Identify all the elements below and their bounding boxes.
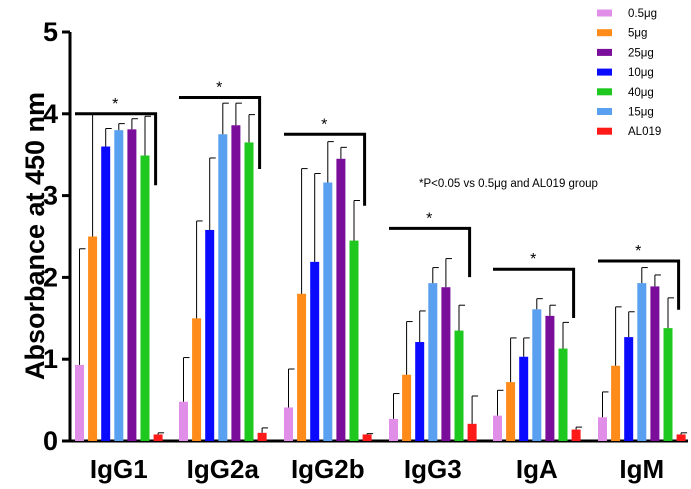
bar [558,348,568,441]
bar [650,286,660,441]
bar [454,330,464,441]
x-tick-label: IgG1 [90,454,148,484]
x-tick-label: IgG3 [404,454,462,484]
significance-star: * [216,79,222,96]
bar [389,418,398,441]
legend-swatch [597,9,612,17]
bar [611,365,621,441]
axes [68,32,688,443]
legend: 0.5μg 5μg 25μg 10μg 40μg 15μg AL019 [597,8,661,138]
significance-bracket [493,267,576,318]
legend-label: 10μg [628,67,654,79]
bar [153,434,163,441]
significance-star: * [321,116,327,133]
significance-note: *P<0.05 vs 0.5μg and AL019 group [419,178,598,190]
bar [140,155,150,441]
y-axis-label: Absorbance at 450 nm [20,92,50,380]
legend-swatch [597,108,612,115]
bar [192,318,202,441]
bar [205,229,215,441]
legend-label: AL019 [628,126,661,138]
legend-swatch [597,88,612,96]
x-tick-label: IgA [516,454,558,484]
bar [624,337,634,441]
bar [75,364,84,441]
x-tick-label: IgM [619,454,664,484]
bar [415,342,425,441]
significance-bracket [389,226,472,278]
bar [88,236,98,441]
significance-brackets: * * * * * * [75,79,681,318]
x-tick-label: IgG2b [291,454,365,484]
bar [231,125,241,441]
bars [75,125,686,442]
bar [506,382,516,441]
legend-label: 5μg [628,28,647,40]
y-tick-label: 3 [43,181,58,211]
significance-bracket [75,112,158,186]
bar [244,142,254,441]
bar [297,293,307,441]
bar [402,374,412,441]
bar [218,134,228,441]
bar [127,129,137,442]
y-tick-label: 1 [43,344,58,374]
bar [545,315,555,441]
bar [336,158,346,442]
y-tick-label: 4 [43,99,58,129]
bar [441,287,451,441]
legend-label: 0.5μg [628,8,657,20]
bar [323,182,333,441]
legend-swatch [597,68,612,76]
legend-label: 15μg [628,107,654,119]
y-tick-label: 5 [43,17,58,47]
significance-star: * [112,96,118,113]
bar [571,429,581,441]
legend-swatch [597,29,612,37]
y-tick-label: 2 [43,262,58,292]
significance-star: * [530,251,536,268]
bar [467,423,477,441]
bar [114,130,124,441]
bar [362,434,372,441]
bar [532,309,542,441]
bar [663,328,673,441]
x-tick-labels: IgG1 IgG2a IgG2b IgG3 IgA IgM [90,454,664,484]
legend-label: 40μg [628,87,654,99]
legend-swatch [597,127,612,135]
significance-bracket [179,95,262,169]
significance-bracket [284,132,367,206]
significance-star: * [635,243,641,260]
error-bars [79,102,688,435]
significance-bracket [598,259,681,310]
legend-swatch [597,48,612,56]
bar [519,356,529,441]
bar [637,283,647,441]
bar [179,401,188,441]
significance-star: * [426,210,432,227]
bar [310,261,320,441]
y-ticks: 0 1 2 3 4 5 [43,17,70,456]
y-tick-label: 0 [43,426,58,456]
bar [598,417,607,441]
legend-label: 25μg [628,47,654,59]
bar [676,434,686,441]
bar [349,240,359,441]
bar [493,415,502,441]
bar [428,283,438,441]
bar [101,146,111,441]
bar [257,432,267,441]
x-tick-label: IgG2a [187,454,260,484]
bar [284,407,293,441]
